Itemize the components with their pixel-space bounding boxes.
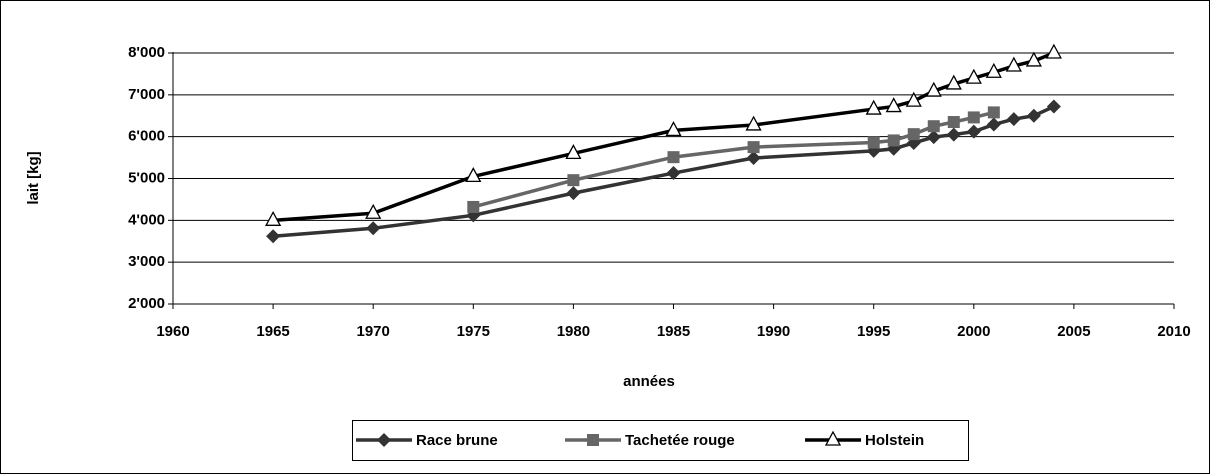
marker — [1046, 99, 1061, 114]
marker — [465, 167, 482, 183]
legend-label: Tachetée rouge — [625, 432, 735, 449]
marker — [1026, 108, 1041, 123]
series-line — [272, 104, 1055, 238]
x-axis-label: années — [623, 373, 675, 390]
marker — [265, 210, 282, 226]
marker — [946, 127, 961, 142]
x-tick-label: 1975 — [457, 323, 490, 340]
marker — [746, 151, 761, 166]
marker — [966, 124, 981, 139]
marker — [967, 111, 980, 124]
y-tick-label: 8'000 — [128, 44, 165, 61]
x-tick-label: 1960 — [156, 323, 189, 340]
marker — [925, 81, 942, 97]
marker — [366, 221, 381, 236]
marker — [926, 130, 941, 145]
legend-marker — [587, 434, 599, 446]
legend-marker — [824, 430, 842, 446]
y-tick-label: 5'000 — [128, 169, 165, 186]
series-line — [272, 51, 1055, 223]
x-tick-label: 2005 — [1057, 323, 1090, 340]
y-tick-label: 4'000 — [128, 211, 165, 228]
marker — [567, 174, 580, 187]
marker — [665, 121, 682, 137]
x-tick-label: 1990 — [757, 323, 790, 340]
marker — [887, 134, 900, 147]
marker — [266, 229, 281, 244]
marker — [865, 99, 882, 115]
marker — [365, 203, 382, 219]
x-tick-label: 2010 — [1157, 323, 1190, 340]
x-tick-label: 1965 — [256, 323, 289, 340]
marker — [905, 91, 922, 107]
marker — [667, 151, 680, 164]
marker — [885, 97, 902, 113]
marker — [867, 136, 880, 149]
marker — [947, 116, 960, 129]
legend-box — [352, 420, 969, 461]
marker — [985, 62, 1002, 78]
marker — [1045, 43, 1062, 59]
marker — [565, 144, 582, 160]
x-tick-label: 2000 — [957, 323, 990, 340]
marker — [747, 141, 760, 154]
marker — [965, 68, 982, 84]
marker — [566, 186, 581, 201]
marker — [1025, 51, 1042, 67]
marker — [467, 200, 480, 213]
legend-label: Race brune — [416, 432, 498, 449]
y-tick-label: 7'000 — [128, 86, 165, 103]
x-tick-label: 1970 — [357, 323, 390, 340]
y-tick-label: 3'000 — [128, 253, 165, 270]
x-tick-label: 1995 — [857, 323, 890, 340]
marker — [945, 74, 962, 90]
x-tick-label: 1985 — [657, 323, 690, 340]
marker — [1005, 56, 1022, 72]
marker — [927, 120, 940, 133]
legend-label: Holstein — [865, 432, 924, 449]
x-tick-label: 1980 — [557, 323, 590, 340]
marker — [907, 128, 920, 141]
y-axis-label: lait [kg] — [25, 151, 42, 204]
marker — [745, 115, 762, 131]
marker — [1006, 112, 1021, 127]
marker — [987, 106, 1000, 119]
marker — [666, 166, 681, 181]
legend-marker — [377, 433, 391, 447]
y-tick-label: 2'000 — [128, 295, 165, 312]
marker — [986, 117, 1001, 132]
y-tick-label: 6'000 — [128, 128, 165, 145]
